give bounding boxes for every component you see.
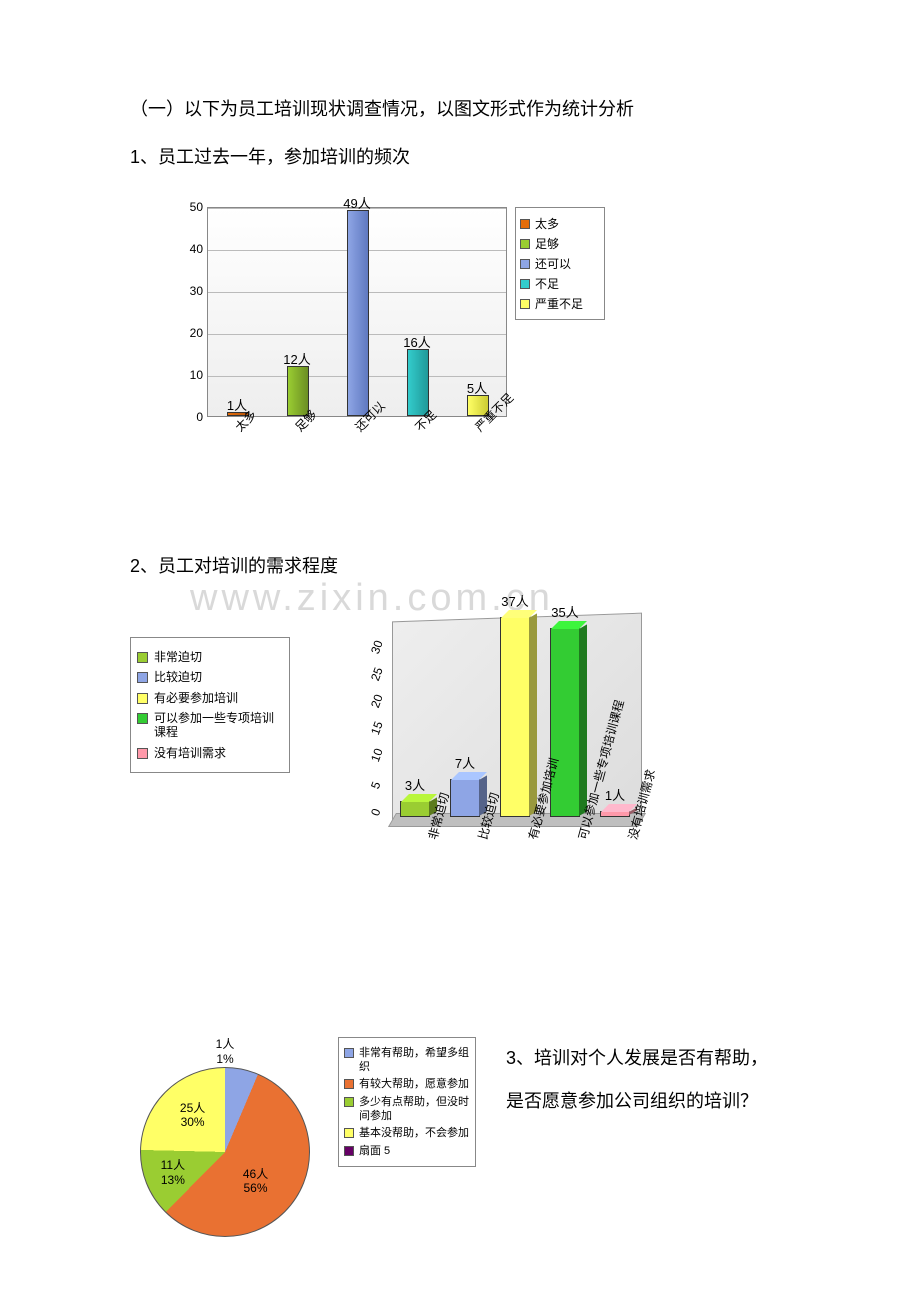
chart2-ytick: 10 <box>368 746 386 763</box>
chart1-value-label: 16人 <box>387 332 447 351</box>
chart3-legend-item: 非常有帮助，希望多组织 <box>344 1046 470 1075</box>
chart1-ytick: 40 <box>175 242 203 256</box>
chart2-value-label: 35人 <box>535 602 595 621</box>
chart1-ytick: 50 <box>175 200 203 214</box>
pie-slice-label: 46人56% <box>243 1167 268 1196</box>
chart2-legend-item: 可以参加一些专项培训课程 <box>137 711 283 740</box>
chart2-ytick: 25 <box>368 665 386 682</box>
chart1-ytick: 0 <box>175 410 203 424</box>
chart2-training-demand: 051015202530 3人非常迫切7人比较迫切37人有必要参加培训35人可以… <box>360 617 660 987</box>
chart1-bar <box>347 210 369 416</box>
chart2-ytick: 5 <box>368 779 383 790</box>
chart3-legend-item: 基本没帮助，不会参加 <box>344 1126 470 1140</box>
chart2-legend-item: 比较迫切 <box>137 670 283 684</box>
pie-slice-label: 11人13% <box>161 1158 185 1187</box>
chart1-training-frequency: 01020304050 太多足够还可以不足严重不足 1人太多12人足够49人还可… <box>175 207 605 487</box>
chart2-legend-item: 有必要参加培训 <box>137 691 283 705</box>
chart2-ytick: 30 <box>368 638 386 655</box>
section2-title: 2、员工对培训的需求程度 <box>130 547 810 587</box>
main-heading: （一）以下为员工培训现状调查情况，以图文形式作为统计分析 <box>130 90 810 130</box>
chart1-ytick: 10 <box>175 368 203 382</box>
section3-title: 3、培训对个人发展是否有帮助， 是否愿意参加公司组织的培训？ <box>506 1037 810 1123</box>
chart1-legend-item: 严重不足 <box>520 295 600 312</box>
section1-title: 1、员工过去一年，参加培训的频次 <box>130 138 810 178</box>
chart1-value-label: 1人 <box>207 395 267 414</box>
chart2-legend-item: 非常迫切 <box>137 650 283 664</box>
chart3-pie-wrap: 1人 1% 25人30% 46人56% 11人13% <box>130 1037 320 1237</box>
chart1-ytick: 30 <box>175 284 203 298</box>
chart3-legend-item: 扇面 5 <box>344 1144 470 1158</box>
chart2-bar <box>500 617 530 817</box>
chart1-value-label: 12人 <box>267 349 327 368</box>
chart1-legend: 太多足够还可以不足严重不足 <box>515 207 605 320</box>
chart2-legend: 非常迫切比较迫切有必要参加培训可以参加一些专项培训课程没有培训需求 <box>130 637 290 773</box>
chart3-legend-item: 多少有点帮助，但没时间参加 <box>344 1095 470 1124</box>
chart1-legend-item: 不足 <box>520 275 600 292</box>
chart1-bar <box>407 349 429 416</box>
chart2-bar <box>450 779 480 817</box>
chart3-pie: 25人30% 46人56% 11人13% <box>140 1067 310 1237</box>
chart2-value-label: 7人 <box>435 753 495 772</box>
pie-slice-label: 25人30% <box>180 1101 205 1130</box>
chart2-ytick: 0 <box>368 806 383 817</box>
chart2-legend-item: 没有培训需求 <box>137 746 283 760</box>
chart1-legend-item: 太多 <box>520 215 600 232</box>
chart2-ytick: 15 <box>368 719 386 736</box>
chart1-ytick: 20 <box>175 326 203 340</box>
chart1-legend-item: 还可以 <box>520 255 600 272</box>
chart3-legend: 非常有帮助，希望多组织有较大帮助，愿意参加多少有点帮助，但没时间参加基本没帮助，… <box>338 1037 476 1167</box>
chart1-value-label: 49人 <box>327 193 387 212</box>
chart2-bar <box>400 801 430 817</box>
chart3-legend-item: 有较大帮助，愿意参加 <box>344 1077 470 1091</box>
chart1-legend-item: 足够 <box>520 235 600 252</box>
chart2-ytick: 20 <box>368 692 386 709</box>
pie-outside-label: 1人 1% <box>130 1037 320 1067</box>
chart2-bar <box>600 811 630 816</box>
